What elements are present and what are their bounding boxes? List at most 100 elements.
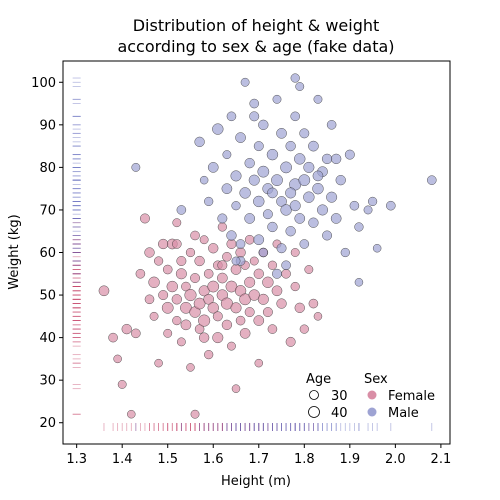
male-point <box>249 98 260 109</box>
male-point <box>276 196 287 207</box>
female-point <box>235 247 246 258</box>
x-tick-label: 1.7 <box>248 452 269 467</box>
male-point <box>326 191 338 203</box>
male-point <box>354 278 364 287</box>
female-point <box>108 332 118 343</box>
female-point <box>253 315 265 326</box>
female-point <box>139 213 150 224</box>
female-point <box>113 354 122 364</box>
male-point <box>231 256 241 266</box>
male-point <box>217 213 228 224</box>
female-point <box>254 358 264 368</box>
female-point <box>163 328 173 338</box>
male-point <box>222 150 232 160</box>
male-point <box>363 205 373 215</box>
female-point <box>262 276 274 288</box>
male-point <box>330 213 342 224</box>
female-point <box>267 324 278 334</box>
male-point <box>276 243 287 254</box>
male-point <box>221 183 233 194</box>
female-point <box>161 301 174 314</box>
male-point <box>303 191 315 203</box>
x-tick-label: 1.5 <box>157 452 178 467</box>
male-point <box>271 174 283 187</box>
male-point <box>230 170 242 182</box>
male-point <box>240 77 250 87</box>
female-point <box>217 222 227 232</box>
male-point <box>312 170 324 182</box>
male-point <box>207 162 219 173</box>
male-point <box>244 213 256 224</box>
female-point <box>176 256 187 266</box>
male-point <box>194 136 205 148</box>
y-tick-label: 70 <box>39 203 56 218</box>
male-point <box>331 153 342 165</box>
legend-age-40-marker <box>308 406 320 418</box>
female-point <box>207 280 220 293</box>
male-point <box>266 148 279 161</box>
female-point <box>271 285 283 297</box>
x-tick-label: 1.9 <box>339 452 360 467</box>
y-tick-label: 50 <box>39 289 56 304</box>
female-point <box>244 307 255 318</box>
y-tick-label: 20 <box>39 416 56 431</box>
legend-female-label: Female <box>388 389 435 404</box>
y-tick-label: 40 <box>39 331 56 346</box>
female-point <box>148 276 160 288</box>
male-point <box>258 119 269 130</box>
chart-title-line2: according to sex & age (fake data) <box>117 37 394 56</box>
male-point <box>204 196 214 207</box>
male-point <box>267 221 278 233</box>
male-point <box>289 200 301 212</box>
legend-sex-title: Sex <box>364 372 388 387</box>
female-point <box>190 409 200 419</box>
male-point <box>317 204 329 216</box>
female-point <box>226 239 237 249</box>
male-point <box>335 175 346 186</box>
male-point <box>272 268 282 279</box>
y-tick-label: 80 <box>39 161 56 176</box>
x-tick-label: 1.6 <box>203 452 224 467</box>
y-axis-label: Weight (kg) <box>7 214 22 289</box>
legend-age-title: Age <box>306 372 331 387</box>
male-point <box>308 140 319 152</box>
male-point <box>253 234 265 246</box>
male-point <box>285 226 296 237</box>
female-point <box>171 294 182 305</box>
female-point <box>199 235 209 245</box>
female-point <box>304 265 314 274</box>
male-point <box>426 175 437 185</box>
male-point <box>272 94 282 104</box>
female-point <box>172 239 182 249</box>
female-point <box>131 328 141 339</box>
male-point <box>280 161 292 174</box>
male-point <box>313 94 323 104</box>
legend-age-30-marker <box>309 390 319 400</box>
female-point <box>294 302 305 313</box>
female-point <box>244 234 255 245</box>
male-point <box>257 165 270 178</box>
y-axis-ticks: 20 30 40 50 60 70 80 90 100 <box>31 76 63 431</box>
female-point <box>249 256 259 266</box>
male-point <box>295 82 305 91</box>
female-point <box>193 297 206 310</box>
legend-male-marker <box>367 407 377 417</box>
y-tick-label: 60 <box>39 246 56 261</box>
x-tick-label: 1.3 <box>66 452 87 467</box>
male-point <box>298 174 311 187</box>
legend-age-30-label: 30 <box>331 389 348 404</box>
female-point <box>239 328 251 339</box>
female-point <box>154 256 164 266</box>
male-point <box>349 200 360 211</box>
male-point <box>262 209 273 220</box>
female-point <box>231 384 241 393</box>
female-point <box>203 268 214 279</box>
female-point <box>154 358 163 368</box>
female-point <box>204 350 214 360</box>
male-point <box>281 260 291 271</box>
male-point <box>299 128 310 139</box>
male-point <box>322 230 333 241</box>
male-point <box>280 204 292 216</box>
male-point <box>199 175 209 185</box>
